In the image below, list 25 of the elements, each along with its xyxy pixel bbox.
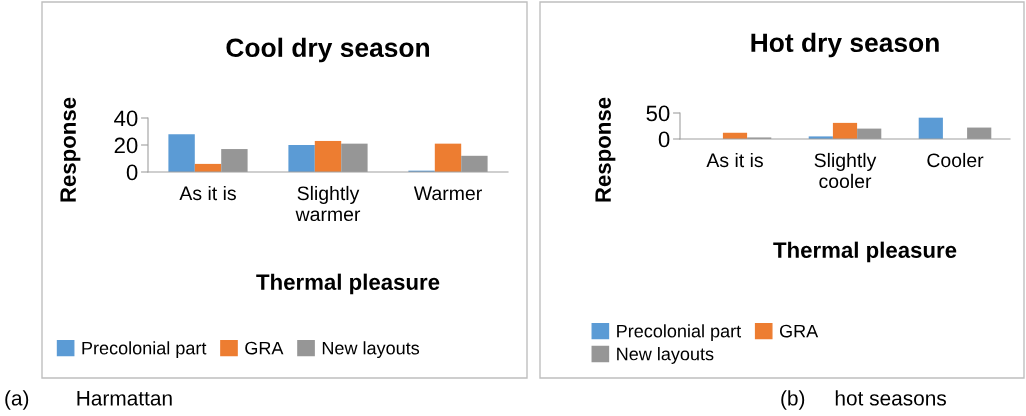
y-axis-title: Response [60,97,81,202]
text: (a) Harmattan [5,390,172,410]
x-tick-label: Slightly warmer [295,185,361,222]
y-tick-label: 0 [658,131,670,148]
y-tick-label: 0 [126,164,138,181]
x-tick-label: As it is [706,152,763,168]
chart-title: Hot dry season [751,32,939,58]
x-axis-title: Thermal pleasure [773,241,957,263]
y-tick-label: 20 [114,137,138,154]
y-tick-label: 50 [646,105,670,122]
y-axis-title: Response [595,97,616,202]
chart-title: Cool dry season [226,37,430,63]
legend-label: Precolonial part [82,341,207,359]
legend-label: New layouts [322,341,420,359]
legend-label: Precolonial part [617,324,742,342]
legend-label: GRA [779,324,819,338]
legend-label: New layouts [617,347,714,364]
x-axis-title: Thermal pleasure [256,273,440,295]
x-tick-label: Slightly cooler [814,152,877,189]
y-tick-label: 40 [114,110,138,127]
text: (b) hot seasons [781,390,946,410]
legend-label: GRA [245,341,284,355]
x-tick-label: Cooler [927,152,984,168]
x-tick-label: Warmer [413,186,482,201]
x-tick-label: As it is [179,185,236,201]
